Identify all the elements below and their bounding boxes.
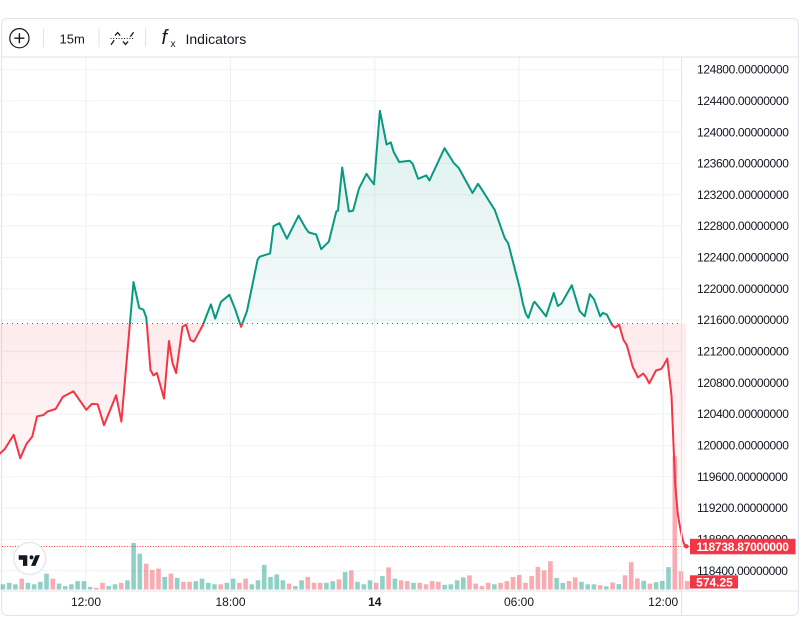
svg-text:x: x (171, 39, 176, 50)
svg-text:123600.00000000: 123600.00000000 (697, 157, 789, 171)
svg-text:119600.00000000: 119600.00000000 (697, 470, 788, 484)
svg-text:121600.00000000: 121600.00000000 (697, 313, 789, 327)
svg-text:118400.00000000: 118400.00000000 (697, 564, 788, 578)
svg-text:118738.87000000: 118738.87000000 (696, 540, 789, 554)
svg-text:12:00: 12:00 (71, 595, 101, 609)
svg-text:Indicators: Indicators (186, 31, 247, 47)
svg-text:120400.00000000: 120400.00000000 (697, 407, 789, 421)
svg-text:119200.00000000: 119200.00000000 (697, 501, 788, 515)
svg-text:123200.00000000: 123200.00000000 (697, 188, 789, 202)
svg-text:15m: 15m (60, 32, 85, 47)
svg-text:120000.00000000: 120000.00000000 (697, 439, 789, 453)
svg-text:14: 14 (368, 595, 382, 609)
svg-text:122400.00000000: 122400.00000000 (697, 251, 789, 265)
svg-text:06:00: 06:00 (504, 595, 534, 609)
svg-text:122800.00000000: 122800.00000000 (697, 219, 789, 233)
svg-text:120800.00000000: 120800.00000000 (697, 376, 789, 390)
svg-text:124400.00000000: 124400.00000000 (697, 94, 789, 108)
svg-text:122000.00000000: 122000.00000000 (697, 282, 789, 296)
svg-text:12:00: 12:00 (648, 595, 678, 609)
svg-text:121200.00000000: 121200.00000000 (697, 345, 789, 359)
svg-text:124800.00000000: 124800.00000000 (697, 63, 789, 77)
svg-text:124000.00000000: 124000.00000000 (697, 125, 789, 139)
svg-text:f: f (162, 27, 170, 49)
svg-text:574.25: 574.25 (696, 575, 733, 589)
svg-text:18:00: 18:00 (215, 595, 245, 609)
